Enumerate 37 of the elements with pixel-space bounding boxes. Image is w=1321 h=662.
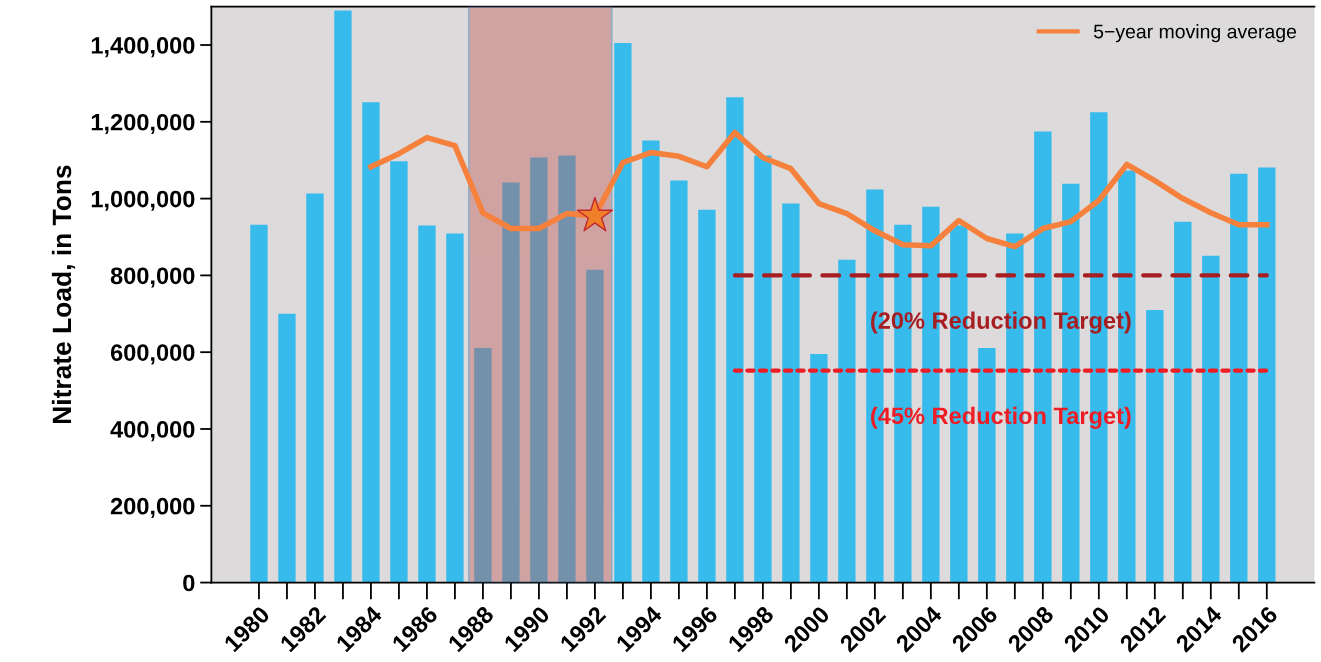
y-tick-label: 800,000 <box>110 267 195 288</box>
y-tick-label: 1,000,000 <box>91 190 195 211</box>
bar <box>838 259 856 583</box>
bar <box>698 209 716 583</box>
bar <box>334 10 352 583</box>
y-tick-label: 1,200,000 <box>91 113 195 135</box>
bar <box>1146 309 1164 583</box>
bar <box>250 224 268 583</box>
bar <box>810 354 828 583</box>
bar <box>502 182 520 583</box>
bar <box>390 161 408 583</box>
y-axis-title: Nitrate Load, in Tons <box>51 165 76 424</box>
bar <box>362 102 380 583</box>
bar <box>306 193 324 583</box>
y-tick-label: 0 <box>183 574 195 592</box>
bar <box>1230 173 1248 583</box>
y-tick-label: 600,000 <box>110 344 195 365</box>
bar <box>1174 221 1192 583</box>
bar <box>278 313 296 583</box>
y-tick-label: 200,000 <box>110 497 195 518</box>
bar <box>1258 167 1276 583</box>
bar <box>474 347 492 583</box>
legend-label: 5−year moving average <box>1093 24 1297 43</box>
y-tick-label: 1,400,000 <box>91 37 195 58</box>
y-tick-label: 400,000 <box>110 421 195 442</box>
bar <box>418 225 436 583</box>
bar <box>558 155 576 583</box>
bar <box>670 180 688 583</box>
bar <box>1202 255 1220 583</box>
bar <box>642 140 660 583</box>
bar <box>782 203 800 583</box>
bar <box>446 233 464 583</box>
bar <box>754 155 772 583</box>
bar <box>530 157 548 583</box>
bar <box>586 269 604 583</box>
bar <box>726 97 744 583</box>
bar <box>614 43 632 583</box>
